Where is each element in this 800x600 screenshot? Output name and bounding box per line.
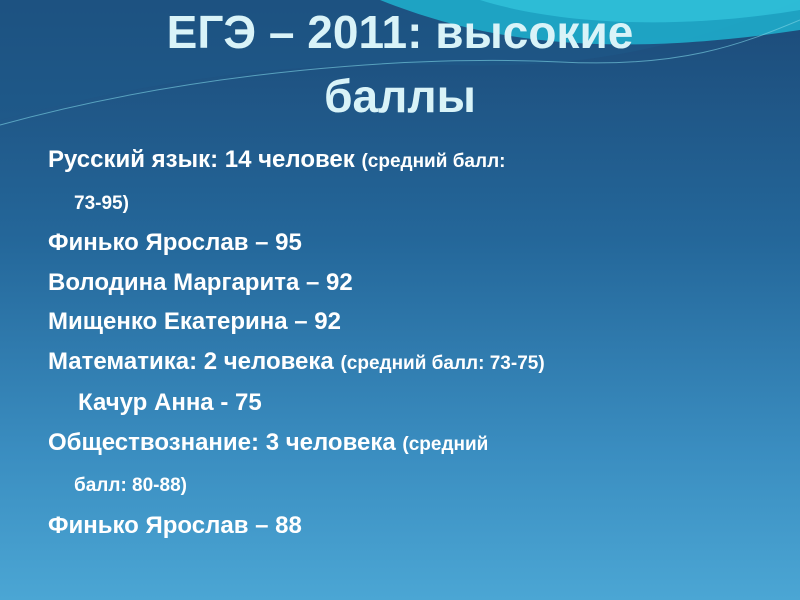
list-item: Математика: 2 человека (средний балл: 73… [48,342,788,384]
line-text: Математика: 2 человека [48,347,341,375]
slide-body: Русский язык: 14 человек (средний балл: … [48,140,788,545]
line-note: (средний балл: [361,151,506,172]
list-item: Финько Ярослав – 88 [48,506,788,546]
list-item: Финько Ярослав – 95 [48,223,788,263]
line-text: Финько Ярослав – 88 [48,511,302,539]
title-line-2: баллы [324,70,476,122]
line-note: (средний [402,433,489,455]
list-item: Качур Анна - 75 [48,383,788,423]
decorative-wave [0,0,800,126]
line-text: Финько Ярослав – 95 [48,229,302,256]
list-item: балл: 80-88) [48,464,788,506]
line-text: Качур Анна - 75 [78,389,262,416]
line-text: Мищенко Екатерина – 92 [48,308,341,335]
line-text: Володина Маргарита – 92 [48,268,353,296]
line-note: балл: 80-88) [74,475,187,496]
slide-title: ЕГЭ – 2011: высокие баллы [0,0,800,128]
line-note: 73-95) [74,192,129,214]
list-item: Володина Маргарита – 92 [48,263,788,303]
line-text: Русский язык: 14 человек [48,146,362,173]
list-item: Обществознание: 3 человека (средний [48,423,788,465]
list-item: 73-95) [48,182,788,224]
title-line-1: ЕГЭ – 2011: высокие [166,6,634,58]
list-item: Русский язык: 14 человек (средний балл: [48,140,788,182]
line-text: Обществознание: 3 человека [48,428,403,456]
line-note: (средний балл: 73-75) [340,352,545,374]
list-item: Мищенко Екатерина – 92 [48,302,788,342]
